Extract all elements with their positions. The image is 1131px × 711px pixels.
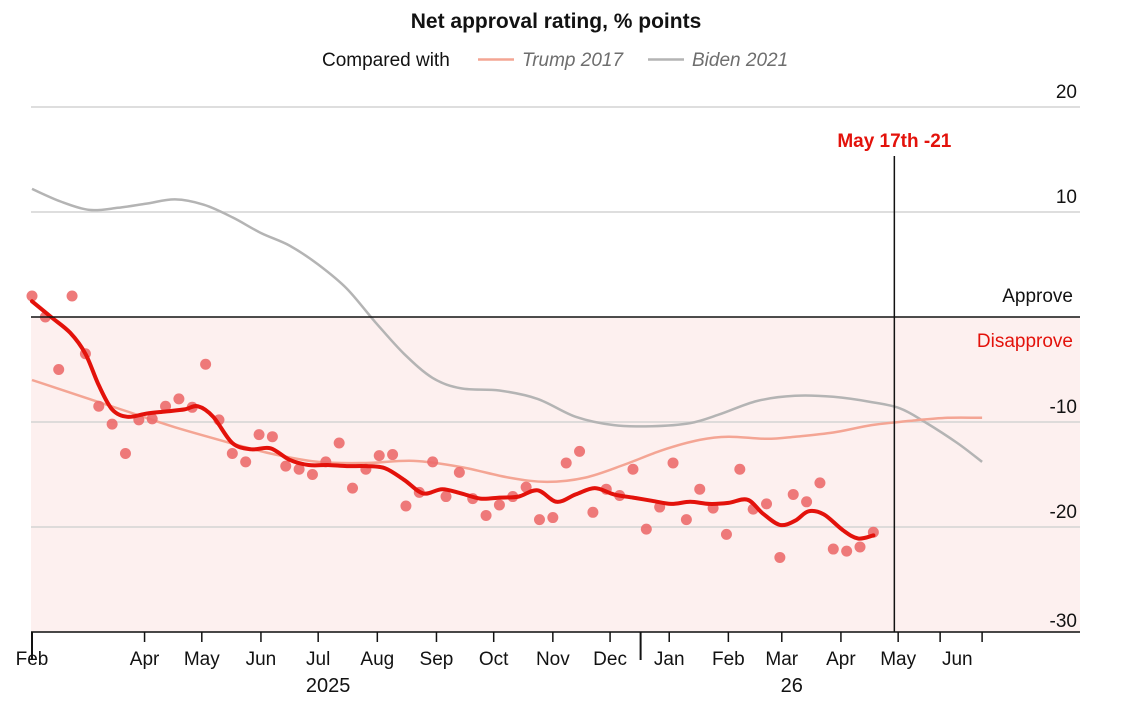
poll-point — [493, 499, 505, 511]
poll-point — [814, 477, 826, 489]
x-tick-label: Feb — [16, 649, 49, 670]
poll-point — [240, 456, 252, 468]
poll-point — [266, 431, 278, 443]
poll-point — [293, 463, 305, 475]
y-tick-label: -30 — [1050, 611, 1077, 632]
poll-point — [854, 541, 866, 553]
poll-point — [106, 418, 118, 430]
legend-label-trump-2017: Trump 2017 — [522, 50, 624, 71]
poll-point — [480, 509, 492, 521]
poll-point — [200, 358, 212, 370]
poll-point — [574, 445, 586, 457]
poll-point — [667, 457, 679, 469]
poll-point — [333, 437, 345, 449]
series-line-trump-2017 — [31, 378, 983, 484]
x-tick-label: Nov — [536, 649, 570, 670]
y-tick-label: -20 — [1050, 502, 1077, 523]
poll-point — [787, 488, 799, 500]
y-axis-ticks: 20 10 -10 -20 -30 — [1050, 82, 1077, 632]
poll-point — [93, 400, 105, 412]
y-tick-label: -10 — [1050, 397, 1077, 418]
legend-lead: Compared with — [322, 50, 450, 71]
poll-point — [427, 456, 439, 468]
x-tick-label: Sep — [420, 649, 454, 670]
disapprove-zone — [31, 317, 1080, 632]
x-tick-label: Mar — [765, 649, 798, 670]
poll-point — [280, 460, 292, 472]
poll-point — [827, 543, 839, 555]
poll-point — [640, 523, 652, 535]
y-tick-label: 10 — [1056, 187, 1077, 208]
poll-point — [66, 290, 78, 302]
poll-point — [119, 448, 131, 459]
x-tick-label: May — [184, 649, 220, 670]
approve-label: Approve — [1002, 286, 1073, 307]
poll-point — [560, 457, 572, 469]
poll-point — [347, 482, 359, 494]
x-tick-label: Dec — [593, 649, 627, 670]
poll-point — [387, 449, 399, 461]
poll-point — [173, 393, 185, 405]
x-tick-label: Feb — [712, 649, 745, 670]
x-tick-label: Apr — [826, 649, 856, 670]
poll-point — [720, 528, 732, 540]
disapprove-label: Disapprove — [977, 331, 1073, 352]
x-tick-label: Oct — [479, 649, 509, 670]
series-line-net-approval-average — [30, 299, 876, 541]
series-line-biden-2021 — [31, 187, 983, 463]
x-tick-label: Apr — [130, 649, 160, 670]
poll-point — [53, 364, 65, 375]
poll-point — [761, 498, 773, 510]
poll-point — [533, 514, 545, 526]
legend: Compared with Trump 2017 Biden 2021 — [322, 50, 788, 71]
poll-point — [400, 500, 412, 512]
poll-point — [547, 512, 559, 524]
legend-label-biden-2021: Biden 2021 — [692, 50, 788, 71]
poll-point — [734, 463, 746, 475]
poll-point — [306, 469, 318, 480]
x-tick-label: Jan — [654, 649, 685, 670]
x-tick-label: Jun — [942, 649, 973, 670]
poll-point — [680, 514, 692, 526]
poll-point — [627, 463, 639, 475]
x-tick-label: May — [880, 649, 916, 670]
x-tick-label: Jun — [246, 649, 277, 670]
poll-point — [520, 481, 532, 493]
poll-point — [440, 491, 452, 503]
poll-point — [146, 413, 158, 425]
poll-point — [253, 429, 265, 441]
x-tick-label: Jul — [306, 649, 330, 670]
y-tick-label: 20 — [1056, 82, 1077, 103]
poll-point — [587, 506, 599, 518]
x-axis-ticks: Feb Apr May Jun Jul Aug Sep Oct Nov Dec Jan Feb Mar A… — [16, 632, 983, 697]
poll-point — [226, 448, 238, 459]
poll-point — [694, 483, 706, 495]
poll-point — [841, 545, 853, 557]
poll-point — [373, 450, 385, 462]
poll-point — [26, 290, 38, 302]
poll-point — [801, 496, 813, 508]
annotation-label: May 17th -21 — [837, 131, 951, 152]
x-year-label: 26 — [781, 675, 803, 697]
poll-point — [160, 400, 172, 412]
chart-title: Net approval rating, % points — [411, 10, 702, 33]
poll-point — [774, 551, 786, 563]
x-tick-label: Aug — [360, 649, 394, 670]
poll-point — [453, 466, 465, 478]
x-year-label: 2025 — [306, 675, 351, 697]
series-layer — [26, 187, 983, 563]
